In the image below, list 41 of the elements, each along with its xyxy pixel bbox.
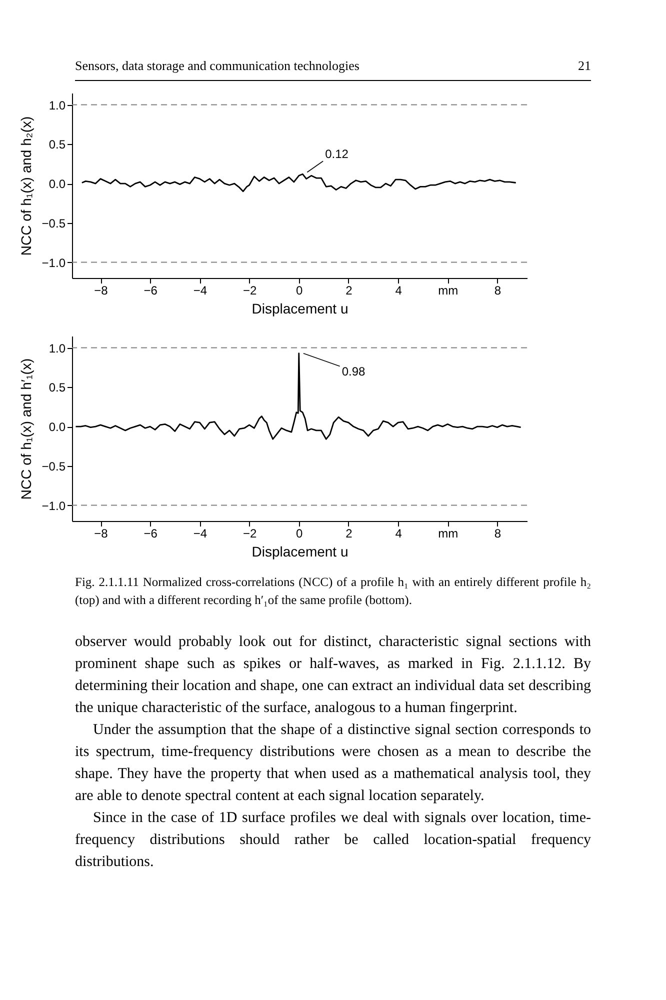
x-tick-label: mm	[438, 284, 458, 298]
y-tick-label: −0.5	[42, 216, 66, 230]
x-tick-label: −2	[242, 284, 257, 298]
y-tick-label: −1.0	[42, 256, 66, 270]
x-tick-label: −8	[94, 284, 108, 298]
y-axis-title: NCC of h₁(x) and h′₁(x)	[18, 358, 34, 500]
x-axis-title: Displacement u	[252, 300, 348, 316]
y-tick-label: 0.0	[48, 420, 66, 434]
y-tick-label: −1.0	[42, 498, 66, 513]
text: Since in the case of 1D surface profiles we deal with signals over location, time-frequency distributions should rather be called location-spatial frequency distributions.	[75, 809, 591, 872]
annotation: 0.12	[325, 147, 349, 162]
y-tick-label: 0.5	[48, 380, 66, 395]
caption: Fig. 2.1.1.11 Normalized cross-correlations (NCC) of a profile h₁ with an entirely different profile h₂ (top) and with a different recording h′₁of the same profile (bottom).	[75, 574, 591, 609]
y-tick-label: 1.0	[48, 98, 66, 112]
annotation: 0.98	[342, 364, 366, 378]
y-tick-label: 0.5	[48, 138, 66, 152]
x-tick-label: −8	[94, 526, 108, 540]
x-tick-label: 4	[395, 284, 402, 298]
x-tick-label: −4	[193, 526, 208, 540]
x-tick-label: −4	[193, 284, 208, 298]
x-tick-label: mm	[438, 526, 458, 540]
text: Under the assumption that the shape of a distinctive signal section corresponds to its spectrum, time-frequency distributions were chosen as a mean to describe the shape. They have the property that when used as a mathematical analysis tool, they are able to denote spectral content at each signal location separately.	[75, 721, 591, 806]
x-tick-label: 8	[494, 526, 502, 540]
text: observer would probably look out for distinct, characteristic signal sections with prominent shape such as spikes or half-waves, as marked in Fig. 2.1.1.12. By determining their location and shape, one can extract an individual data set describing the unique characteristic of the surface, analogous to a human fingerprint.	[75, 633, 591, 718]
text: Sensors, data storage and communication technologies	[75, 58, 360, 73]
x-tick-label: 0	[296, 526, 304, 540]
x-tick-label: 4	[395, 526, 402, 540]
x-tick-label: 0	[296, 284, 304, 298]
x-tick-label: 2	[346, 284, 353, 298]
x-tick-label: −6	[144, 526, 158, 540]
x-tick-label: 2	[346, 526, 353, 540]
x-tick-label: −6	[144, 284, 158, 298]
line-series	[81, 173, 517, 192]
x-tick-label: 8	[494, 284, 502, 298]
x-axis-title: Displacement u	[252, 544, 348, 560]
y-tick-label: 1.0	[48, 341, 66, 356]
y-tick-label: 0.0	[48, 177, 66, 192]
y-tick-label: −0.5	[42, 459, 66, 474]
x-tick-label: −2	[242, 526, 257, 540]
text: 21	[578, 58, 591, 74]
y-axis-title: NCC of h₁(x) and h₂(x)	[18, 116, 34, 256]
